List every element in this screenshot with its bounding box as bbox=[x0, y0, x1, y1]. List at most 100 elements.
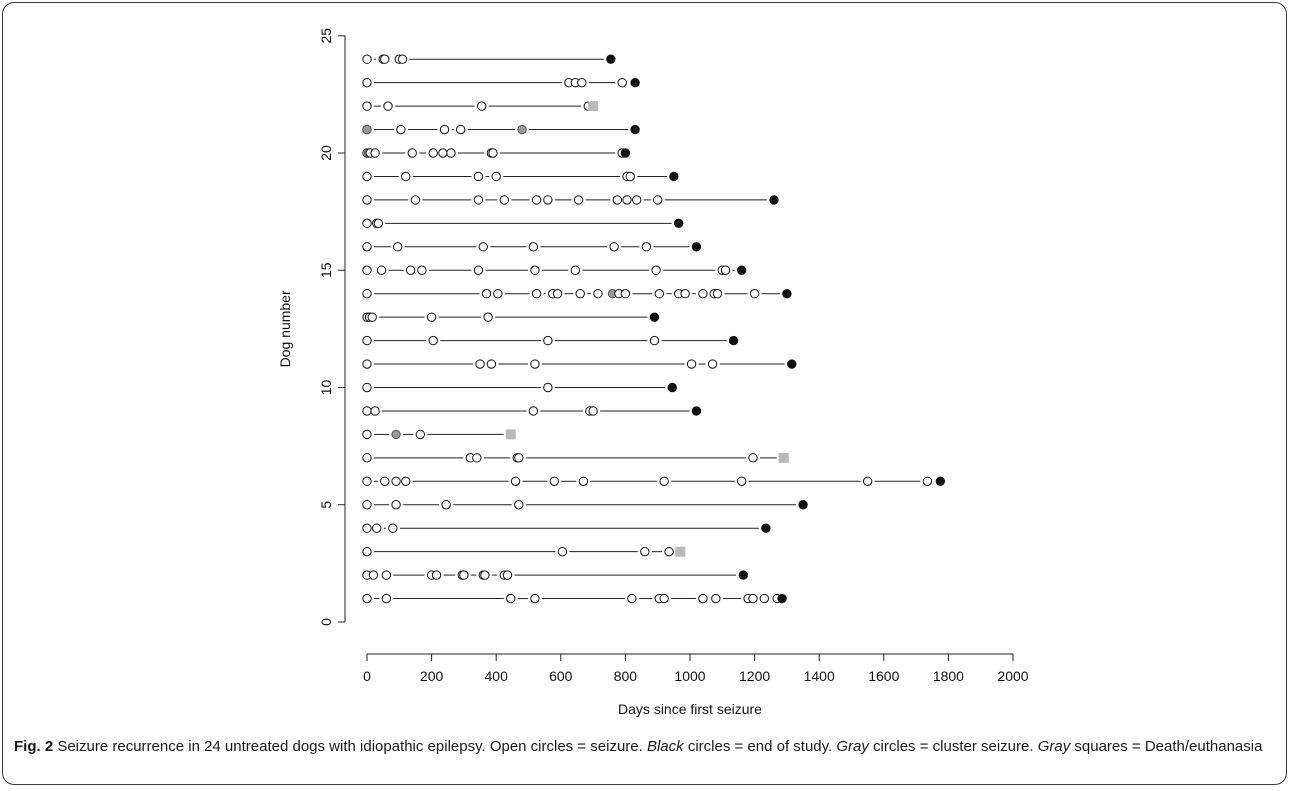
seizure-marker bbox=[707, 359, 718, 369]
seizure-marker bbox=[381, 593, 392, 604]
seizure-marker bbox=[396, 124, 406, 135]
seizure-marker bbox=[415, 429, 425, 440]
seizure-marker bbox=[410, 195, 421, 205]
seizure-marker bbox=[530, 359, 540, 369]
seizure-marker bbox=[491, 171, 501, 182]
dog-row-8 bbox=[362, 429, 516, 440]
seizure-marker bbox=[362, 242, 372, 252]
seizure-marker bbox=[392, 242, 403, 252]
seizure-marker bbox=[476, 101, 487, 111]
seizure-marker bbox=[428, 335, 438, 346]
seizure-marker bbox=[455, 124, 466, 135]
y-tick-label: 0 bbox=[318, 618, 334, 626]
seizure-marker bbox=[480, 570, 490, 580]
seizure-marker bbox=[622, 195, 632, 205]
dog-row-15 bbox=[362, 265, 747, 275]
seizure-marker bbox=[362, 546, 372, 557]
x-tick-label: 1400 bbox=[804, 668, 835, 684]
seizure-marker bbox=[473, 195, 484, 205]
dog-row-6 bbox=[362, 476, 946, 486]
seizure-marker bbox=[407, 148, 417, 158]
seizure-marker bbox=[573, 195, 584, 205]
seizure-marker bbox=[514, 500, 524, 510]
seizure-marker bbox=[625, 171, 635, 182]
seizure-marker bbox=[371, 523, 382, 533]
dog-row-20 bbox=[362, 148, 631, 158]
seizure-marker bbox=[362, 593, 372, 604]
seizure-marker bbox=[612, 195, 623, 205]
seizure-marker bbox=[362, 359, 372, 369]
seizure-marker bbox=[428, 148, 438, 158]
death-marker bbox=[588, 101, 599, 112]
seizure-marker bbox=[748, 453, 758, 463]
seizure-marker bbox=[510, 476, 521, 486]
seizure-marker bbox=[362, 195, 372, 205]
cluster-seizure-marker bbox=[362, 124, 372, 135]
seizure-marker bbox=[640, 546, 650, 557]
x-tick-label: 400 bbox=[485, 668, 509, 684]
seizure-marker bbox=[712, 289, 723, 299]
seizure-marker bbox=[528, 242, 539, 252]
x-tick-label: 1200 bbox=[739, 668, 770, 684]
y-axis: 0 5 10 15 20 25 bbox=[318, 28, 346, 626]
end-of-study-marker bbox=[787, 359, 797, 369]
seizure-marker bbox=[531, 289, 542, 299]
seizure-marker bbox=[659, 593, 669, 604]
end-of-study-marker bbox=[606, 54, 616, 64]
seizure-marker bbox=[570, 265, 581, 275]
seizure-marker bbox=[362, 476, 372, 486]
dog-row-18 bbox=[362, 195, 779, 205]
y-tick-label: 10 bbox=[318, 380, 334, 396]
seizure-marker bbox=[417, 265, 427, 275]
end-of-study-marker bbox=[691, 406, 702, 416]
dog-row-1 bbox=[362, 593, 787, 604]
caption-gray-1: Gray bbox=[836, 738, 869, 755]
seizure-marker bbox=[362, 382, 372, 393]
end-of-study-marker bbox=[761, 523, 771, 533]
seizure-marker bbox=[664, 546, 674, 557]
x-tick-label: 200 bbox=[420, 668, 444, 684]
seizure-marker bbox=[506, 593, 516, 604]
seizure-marker bbox=[473, 265, 484, 275]
seizure-marker bbox=[649, 335, 660, 346]
end-of-study-marker bbox=[667, 382, 677, 393]
seizure-marker bbox=[653, 195, 663, 205]
caption-gray-2: Gray bbox=[1037, 738, 1071, 755]
y-tick-label: 25 bbox=[318, 28, 334, 44]
seizure-marker bbox=[401, 476, 411, 486]
seizure-marker bbox=[862, 476, 873, 486]
seizure-marker bbox=[922, 476, 933, 486]
seizure-marker bbox=[439, 124, 450, 135]
dog-row-12 bbox=[362, 335, 739, 346]
end-of-study-marker bbox=[935, 476, 946, 486]
death-marker bbox=[505, 429, 516, 440]
dog-row-10 bbox=[362, 382, 677, 393]
seizure-marker bbox=[370, 148, 380, 158]
y-tick-label: 20 bbox=[318, 145, 334, 161]
x-tick-label: 0 bbox=[363, 668, 371, 684]
y-axis-label: Dog number bbox=[277, 290, 293, 367]
caption-black: Black bbox=[646, 738, 684, 755]
dog-row-14 bbox=[362, 289, 792, 299]
seizure-marker bbox=[376, 265, 387, 275]
dog-row-23 bbox=[362, 77, 640, 88]
seizure-marker bbox=[620, 289, 631, 299]
seizure-marker bbox=[593, 289, 603, 299]
end-of-study-marker bbox=[777, 593, 787, 604]
seizure-marker bbox=[577, 77, 587, 88]
end-of-study-marker bbox=[630, 77, 640, 88]
seizure-marker bbox=[426, 312, 437, 322]
seizure-marker bbox=[431, 570, 442, 580]
seizure-marker bbox=[736, 476, 747, 486]
y-tick-label: 15 bbox=[318, 262, 334, 278]
end-of-study-marker bbox=[738, 570, 748, 580]
seizure-marker bbox=[711, 593, 721, 604]
x-tick-label: 1600 bbox=[868, 668, 899, 684]
seizure-marker bbox=[373, 218, 384, 229]
seizure-marker bbox=[391, 476, 401, 486]
end-of-study-marker bbox=[649, 312, 660, 322]
end-of-study-marker bbox=[798, 500, 808, 510]
x-tick-label: 1800 bbox=[933, 668, 964, 684]
figure-label: Fig. 2 bbox=[14, 738, 54, 755]
seizure-marker bbox=[486, 359, 497, 369]
